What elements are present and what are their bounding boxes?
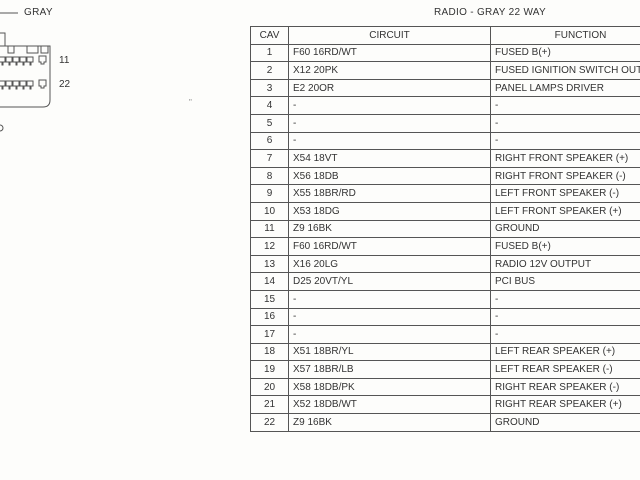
table-row: 11 Z9 16BK GROUND — [250, 219, 640, 239]
function-cell: - — [490, 96, 640, 115]
table-row: 18 X51 18BR/YL LEFT REAR SPEAKER (+) — [250, 342, 640, 362]
circuit-cell: X16 20LG — [288, 254, 491, 274]
table-row: 8 X56 18DB RIGHT FRONT SPEAKER (-) — [250, 166, 640, 186]
table-row: 1 F60 16RD/WT FUSED B(+) — [250, 43, 640, 63]
table-row: 12 F60 16RD/WT FUSED B(+) — [250, 237, 640, 256]
circuit-cell: Z9 16BK — [288, 219, 491, 239]
function-cell: - — [490, 289, 640, 309]
function-cell: - — [490, 325, 640, 344]
function-cell: LEFT REAR SPEAKER (+) — [490, 342, 640, 362]
function-cell: LEFT FRONT SPEAKER (+) — [490, 201, 640, 221]
function-cell: FUSED B(+) — [490, 237, 640, 256]
cav-cell: 4 — [250, 96, 289, 115]
circuit-cell: Z9 16BK — [288, 413, 491, 432]
circuit-cell: - — [288, 325, 491, 344]
circuit-cell: F60 16RD/WT — [288, 43, 491, 63]
table-row: 16- - — [250, 307, 640, 327]
cav-cell: 5 — [250, 113, 289, 133]
function-cell: RIGHT FRONT SPEAKER (-) — [490, 166, 640, 186]
circuit-cell: X57 18BR/LB — [288, 360, 491, 379]
cav-cell: 13 — [250, 254, 289, 274]
table-row: 22 Z9 16BK GROUND — [250, 413, 640, 432]
function-cell: FUSED IGNITION SWITCH OUTPUT — [490, 61, 640, 80]
table-row: 9 X55 18BR/RD LEFT FRONT SPEAKER (-) — [250, 184, 640, 203]
function-cell: - — [490, 113, 640, 133]
cav-cell: 2 — [250, 61, 289, 80]
table-row: 14 D25 20VT/YL PCI BUS — [250, 272, 640, 291]
function-cell: FUSED B(+) — [490, 43, 640, 63]
function-cell: GROUND — [490, 219, 640, 239]
circuit-cell: X12 20PK — [288, 61, 491, 80]
table-row: 15- - — [250, 289, 640, 309]
function-cell: PANEL LAMPS DRIVER — [490, 78, 640, 98]
connector-diagram — [0, 12, 51, 132]
circuit-cell: X52 18DB/WT — [288, 395, 491, 415]
table-row: 5-- — [250, 113, 640, 133]
cav-cell: 3 — [250, 78, 289, 98]
cav-cell: 20 — [250, 377, 289, 397]
header-cav: CAV — [250, 26, 289, 45]
table-row: 21 X52 18DB/WT RIGHT REAR SPEAKER (+) — [250, 395, 640, 415]
circuit-cell: X58 18DB/PK — [288, 377, 491, 397]
function-cell: RIGHT REAR SPEAKER (+) — [490, 395, 640, 415]
pin-label-11: 11 — [59, 55, 70, 66]
circuit-cell: - — [288, 289, 491, 309]
cav-cell: 22 — [250, 413, 289, 432]
table-row: 20 X58 18DB/PK RIGHT REAR SPEAKER (-) — [250, 377, 640, 397]
circuit-cell: X51 18BR/YL — [288, 342, 491, 362]
table-row: 3 E2 20OR PANEL LAMPS DRIVER — [250, 78, 640, 98]
pin-label-22: 22 — [59, 79, 71, 90]
circuit-cell: - — [288, 96, 491, 115]
function-cell: - — [490, 131, 640, 151]
table-row: 13 X16 20LG RADIO 12V OUTPUT — [250, 254, 640, 274]
cav-cell: 17 — [250, 325, 289, 344]
circuit-cell: X53 18DG — [288, 201, 491, 221]
table-header-row: CAV CIRCUIT FUNCTION — [250, 26, 640, 45]
cav-cell: 14 — [250, 272, 289, 291]
cav-cell: 15 — [250, 289, 289, 309]
function-cell: RIGHT FRONT SPEAKER (+) — [490, 149, 640, 168]
function-cell: - — [490, 307, 640, 327]
cav-cell: 10 — [250, 201, 289, 221]
function-cell: LEFT FRONT SPEAKER (-) — [490, 184, 640, 203]
cav-cell: 16 — [250, 307, 289, 327]
table-row: 19 X57 18BR/LB LEFT REAR SPEAKER (-) — [250, 360, 640, 379]
function-cell: GROUND — [490, 413, 640, 432]
circuit-cell: X56 18DB — [288, 166, 491, 186]
circuit-cell: F60 16RD/WT — [288, 237, 491, 256]
header-function: FUNCTION — [490, 26, 640, 45]
cav-cell: 21 — [250, 395, 289, 415]
cav-cell: 11 — [250, 219, 289, 239]
circuit-cell: - — [288, 131, 491, 151]
table-row: 17- - — [250, 325, 640, 344]
cav-cell: 18 — [250, 342, 289, 362]
pinout-table: CAV CIRCUIT FUNCTION 1 F60 16RD/WT FUSED B… — [250, 26, 640, 432]
cav-cell: 9 — [250, 184, 289, 203]
circuit-cell: D25 20VT/YL — [288, 272, 491, 291]
circuit-cell: - — [288, 113, 491, 133]
cav-cell: 1 — [250, 43, 289, 63]
table-row: 10 X53 18DG LEFT FRONT SPEAKER (+) — [250, 201, 640, 221]
table-row: 6-- — [250, 131, 640, 151]
circuit-cell: X55 18BR/RD — [288, 184, 491, 203]
cav-cell: 6 — [250, 131, 289, 151]
connector-color-label: GRAY — [24, 7, 53, 18]
cav-cell: 12 — [250, 237, 289, 256]
circuit-cell: - — [288, 307, 491, 327]
function-cell: LEFT REAR SPEAKER (-) — [490, 360, 640, 379]
function-cell: PCI BUS — [490, 272, 640, 291]
table-row: 7 X54 18VT RIGHT FRONT SPEAKER (+) — [250, 149, 640, 168]
scan-mark: " — [189, 98, 192, 107]
cav-cell: 7 — [250, 149, 289, 168]
function-cell: RADIO 12V OUTPUT — [490, 254, 640, 274]
header-circuit: CIRCUIT — [288, 26, 491, 45]
circuit-cell: X54 18VT — [288, 149, 491, 168]
table-title: RADIO - GRAY 22 WAY — [433, 7, 547, 18]
circuit-cell: E2 20OR — [288, 78, 491, 98]
function-cell: RIGHT REAR SPEAKER (-) — [490, 377, 640, 397]
table-row: 4-- — [250, 96, 640, 115]
cav-cell: 8 — [250, 166, 289, 186]
cav-cell: 19 — [250, 360, 289, 379]
